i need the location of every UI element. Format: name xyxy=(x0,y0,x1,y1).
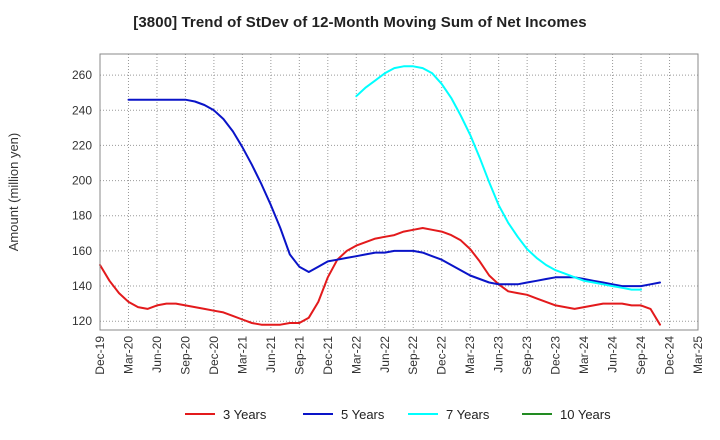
legend-label: 7 Years xyxy=(446,407,490,422)
x-tick-label: Mar-25 xyxy=(691,336,705,374)
x-tick-label: Sep-24 xyxy=(634,336,648,375)
y-tick-label: 160 xyxy=(72,244,92,258)
grid-layer xyxy=(99,54,699,330)
series-line-2 xyxy=(127,98,661,288)
y-axis-title: Amount (million yen) xyxy=(6,133,21,252)
legend-label: 3 Years xyxy=(223,407,267,422)
x-tick-label: Jun-22 xyxy=(378,336,392,373)
series-line-1 xyxy=(99,227,661,326)
y-tick-labels: 120 140 160 180 200 220 240 260 xyxy=(72,68,92,328)
x-tick-label: Dec-21 xyxy=(321,336,335,375)
x-tick-label: Mar-24 xyxy=(577,336,591,374)
series-layer xyxy=(99,65,661,326)
x-tick-label: Sep-21 xyxy=(292,336,306,375)
x-tick-label: Sep-22 xyxy=(406,336,420,375)
x-tick-label: Dec-22 xyxy=(435,336,449,375)
x-tick-label: Dec-20 xyxy=(207,336,221,375)
x-tick-label: Jun-23 xyxy=(492,336,506,373)
x-tick-label: Dec-23 xyxy=(549,336,563,375)
x-tick-label: Sep-23 xyxy=(520,336,534,375)
legend: 3 Years 5 Years 7 Years 10 Years xyxy=(185,407,611,422)
x-tick-label: Dec-19 xyxy=(93,336,107,375)
x-tick-label: Jun-21 xyxy=(264,336,278,373)
y-tick-label: 180 xyxy=(72,209,92,223)
plot-frame xyxy=(99,53,699,331)
chart-title: [3800] Trend of StDev of 12-Month Moving… xyxy=(133,14,587,31)
y-tick-label: 220 xyxy=(72,138,92,152)
y-tick-label: 240 xyxy=(72,103,92,117)
y-tick-label: 140 xyxy=(72,279,92,293)
y-tick-label: 120 xyxy=(72,314,92,328)
x-tick-labels: Dec-19 Mar-20 Jun-20 Sep-20 Dec-20 Mar-21 Jun-… xyxy=(93,336,705,375)
x-tick-label: Mar-23 xyxy=(463,336,477,374)
x-tick-label: Mar-21 xyxy=(235,336,249,374)
x-tick-label: Jun-24 xyxy=(606,336,620,373)
legend-label: 10 Years xyxy=(560,407,611,422)
x-tick-label: Dec-24 xyxy=(663,336,677,375)
x-tick-label: Jun-20 xyxy=(150,336,164,373)
x-tick-label: Mar-20 xyxy=(121,336,135,374)
y-tick-label: 200 xyxy=(72,174,92,188)
y-tick-label: 260 xyxy=(72,68,92,82)
x-tick-label: Sep-20 xyxy=(178,336,192,375)
legend-label: 5 Years xyxy=(341,407,385,422)
series-line-3 xyxy=(355,65,642,291)
x-tick-label: Mar-22 xyxy=(349,336,363,374)
